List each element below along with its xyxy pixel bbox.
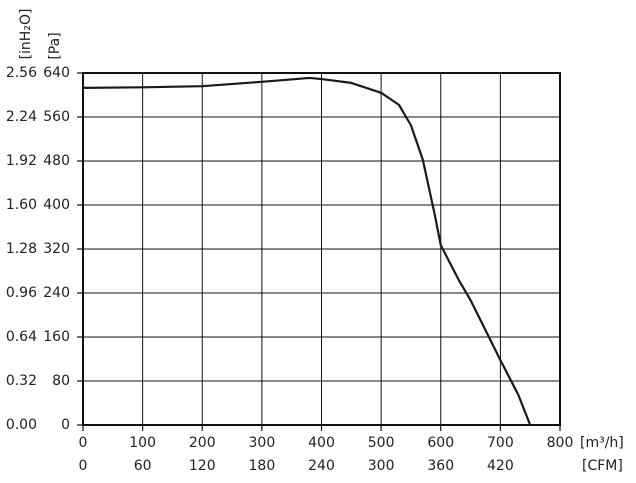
y2-tick-label: 0.96 bbox=[6, 285, 37, 301]
x-tick-label: 0 bbox=[79, 435, 88, 451]
y2-tick-label: 1.92 bbox=[6, 153, 37, 169]
x2-tick-label: 60 bbox=[134, 458, 152, 474]
curve bbox=[82, 76, 532, 426]
x-tick-label: 600 bbox=[427, 435, 454, 451]
y-tick-label: 160 bbox=[43, 329, 70, 345]
y2-tick-label: 0.00 bbox=[6, 417, 37, 433]
y2-tick-label: 0.32 bbox=[6, 373, 37, 389]
x-axis-label: [m³/h] bbox=[580, 435, 624, 451]
y2-axis-label: [inH₂O] bbox=[18, 9, 34, 60]
x2-tick-label: 360 bbox=[427, 458, 454, 474]
y2-tick-label: 0.64 bbox=[6, 329, 37, 345]
y2-tick-label: 2.24 bbox=[6, 109, 37, 125]
x-tick-label: 800 bbox=[547, 435, 574, 451]
y-axis-label: [Pa] bbox=[47, 32, 63, 59]
x-tick-label: 500 bbox=[368, 435, 395, 451]
y-tick-label: 400 bbox=[43, 197, 70, 213]
x-tick-label: 700 bbox=[487, 435, 514, 451]
x2-tick-label: 300 bbox=[368, 458, 395, 474]
x2-tick-label: 180 bbox=[249, 458, 276, 474]
x-tick-label: 200 bbox=[189, 435, 216, 451]
x-tick-label: 300 bbox=[249, 435, 276, 451]
x2-tick-label: 120 bbox=[189, 458, 216, 474]
x2-tick-label: 0 bbox=[79, 458, 88, 474]
x2-axis-label: [CFM] bbox=[582, 458, 623, 474]
y-tick-label: 80 bbox=[52, 373, 70, 389]
x2-tick-label: 240 bbox=[308, 458, 335, 474]
y-tick-label: 0 bbox=[61, 417, 70, 433]
y-tick-label: 560 bbox=[43, 109, 70, 125]
y-tick-label: 320 bbox=[43, 241, 70, 257]
x-tick-label: 100 bbox=[129, 435, 156, 451]
x2-tick-label: 420 bbox=[487, 458, 514, 474]
y-tick-label: 240 bbox=[43, 285, 70, 301]
x-tick-label: 400 bbox=[308, 435, 335, 451]
y-tick-label: 640 bbox=[43, 65, 70, 81]
y2-tick-label: 1.60 bbox=[6, 197, 37, 213]
y2-tick-label: 1.28 bbox=[6, 241, 37, 257]
y2-tick-label: 2.56 bbox=[6, 65, 37, 81]
plot-frame bbox=[82, 72, 561, 426]
y-tick-label: 480 bbox=[43, 153, 70, 169]
